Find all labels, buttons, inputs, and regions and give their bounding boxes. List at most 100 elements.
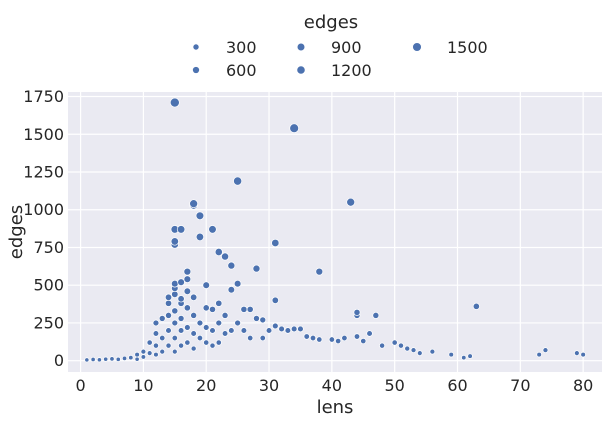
data-point (309, 334, 317, 342)
data-point (209, 327, 216, 334)
data-point (290, 325, 298, 333)
data-point (303, 333, 310, 340)
data-point (170, 237, 179, 246)
data-point (202, 304, 210, 312)
data-point (84, 357, 90, 363)
data-point (177, 327, 185, 334)
data-point (202, 324, 210, 331)
data-point (190, 330, 197, 337)
data-point (195, 211, 205, 221)
data-point (429, 348, 436, 355)
y-tick-label: 0 (54, 351, 64, 370)
data-point (189, 199, 198, 209)
data-point (196, 334, 204, 342)
data-point (246, 305, 254, 313)
legend-marker (192, 66, 200, 74)
y-tick-label: 750 (33, 238, 64, 257)
data-point (159, 334, 166, 342)
data-point (542, 347, 549, 353)
x-tick-label: 20 (196, 376, 216, 395)
data-point (177, 315, 185, 322)
legend: edges 300 900 1500 600 1200 (192, 12, 488, 80)
data-point (202, 281, 210, 289)
data-point (176, 225, 186, 234)
data-point (165, 342, 172, 349)
data-point (234, 319, 241, 327)
data-point (183, 267, 192, 276)
y-tick-label: 250 (33, 313, 64, 332)
data-point (366, 330, 373, 337)
legend-entry-label: 1200 (331, 61, 372, 80)
data-point (215, 319, 223, 327)
data-point (353, 333, 361, 340)
data-point (265, 327, 273, 334)
data-point (208, 225, 217, 234)
data-point (271, 296, 279, 304)
legend-marker (412, 42, 422, 52)
data-point (574, 350, 580, 356)
data-point (247, 334, 254, 342)
data-point (183, 275, 192, 283)
data-point (121, 355, 128, 362)
data-point (316, 336, 323, 343)
data-point (171, 307, 179, 315)
data-point (341, 334, 348, 342)
legend-marker (296, 42, 306, 52)
data-point (177, 278, 185, 286)
data-point (315, 267, 324, 276)
data-points (84, 97, 586, 363)
x-tick-label: 40 (322, 376, 342, 395)
y-tick-label: 500 (33, 276, 64, 295)
data-point (221, 330, 229, 337)
data-point (467, 353, 473, 359)
x-axis-label: lens (317, 397, 354, 418)
x-tick-label: 80 (573, 376, 593, 395)
data-point (152, 342, 159, 349)
data-point (215, 299, 223, 307)
legend-entry-label: 1500 (447, 38, 488, 57)
data-point (171, 290, 179, 298)
legend-marker (192, 43, 200, 51)
legend-title: edges (304, 12, 358, 33)
data-point (228, 327, 235, 334)
data-point (152, 319, 160, 327)
data-point (391, 339, 398, 346)
data-point (335, 338, 342, 345)
data-point (360, 338, 367, 345)
data-point (190, 345, 197, 352)
data-point (240, 327, 248, 334)
data-point (96, 357, 102, 363)
data-point (183, 304, 191, 312)
data-point (146, 339, 153, 346)
x-tick-label: 10 (133, 376, 153, 395)
data-point (164, 299, 173, 307)
data-point (221, 311, 229, 319)
data-point (253, 315, 260, 322)
data-point (178, 342, 185, 349)
y-tick-label: 1250 (23, 163, 64, 182)
data-point (152, 330, 160, 337)
data-point (195, 232, 205, 242)
data-point (289, 123, 299, 134)
data-point (252, 264, 261, 273)
x-tick-label: 70 (510, 376, 530, 395)
data-point (284, 327, 292, 334)
data-point (165, 311, 172, 319)
legend-entry-label: 300 (226, 38, 257, 57)
data-point (171, 319, 179, 327)
legend-marker (296, 65, 306, 75)
data-point (171, 279, 179, 288)
data-point (221, 252, 230, 261)
data-point (134, 356, 140, 362)
data-point (410, 347, 417, 353)
x-tick-label: 0 (75, 376, 85, 395)
data-point (240, 305, 248, 313)
data-point (153, 351, 159, 358)
data-point (165, 327, 172, 334)
data-point (297, 325, 304, 333)
data-point (164, 293, 173, 301)
data-point (259, 334, 266, 342)
data-point (271, 238, 280, 248)
data-point (171, 334, 178, 342)
data-point (184, 339, 191, 346)
